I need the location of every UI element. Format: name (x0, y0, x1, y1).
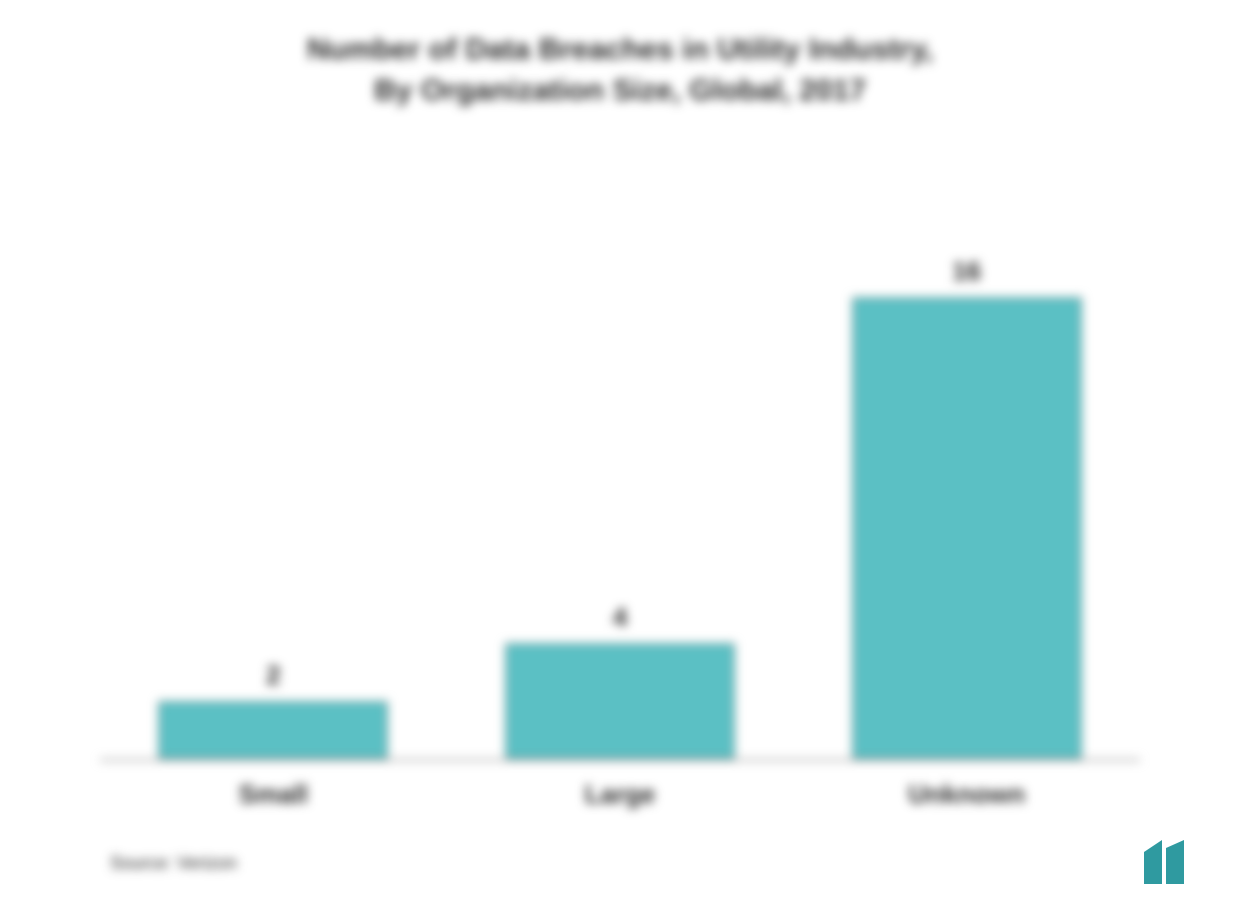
bar-value-unknown: 16 (952, 256, 981, 287)
bar-slot-unknown: 16 (793, 139, 1140, 759)
bar-unknown (852, 297, 1082, 759)
blurred-content: Number of Data Breaches in Utility Indus… (0, 0, 1240, 904)
bars-row: 2 4 16 (100, 139, 1140, 759)
plot-area: 2 4 16 Small Large Unknown (100, 141, 1140, 761)
bar-slot-small: 2 (100, 139, 447, 759)
bar-slot-large: 4 (447, 139, 794, 759)
brand-logo-svg (1142, 840, 1210, 884)
x-label-unknown: Unknown (793, 779, 1140, 810)
bar-large (505, 643, 735, 759)
x-label-small: Small (100, 779, 447, 810)
bar-value-small: 2 (266, 660, 280, 691)
source-text: Source: Verizon (110, 853, 237, 874)
x-axis-line (100, 759, 1140, 761)
bar-small (158, 701, 388, 759)
brand-logo-icon (1142, 840, 1210, 884)
chart-title-line1: Number of Data Breaches in Utility Indus… (60, 30, 1180, 71)
chart-title-line2: By Organization Size, Global, 2017 (60, 71, 1180, 112)
chart-container: Number of Data Breaches in Utility Indus… (0, 0, 1240, 904)
chart-title: Number of Data Breaches in Utility Indus… (60, 30, 1180, 111)
x-label-large: Large (447, 779, 794, 810)
bar-value-large: 4 (613, 602, 627, 633)
x-axis-labels: Small Large Unknown (100, 779, 1140, 810)
